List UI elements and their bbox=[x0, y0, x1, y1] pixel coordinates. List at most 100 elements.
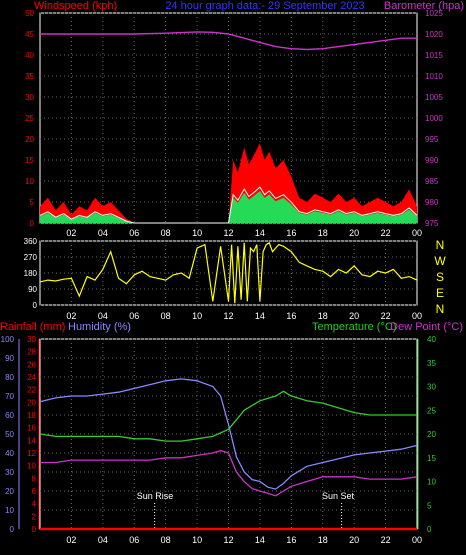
time-tick-label: 12 bbox=[223, 311, 233, 321]
chart-title: 24 hour graph data:- 29 September 2023 bbox=[165, 0, 364, 12]
rainfall-tick-label: 20 bbox=[27, 398, 36, 407]
humidity-tick-label: 40 bbox=[5, 449, 14, 458]
temperature-tick-label: 15 bbox=[427, 454, 436, 463]
temperature-tick-label: 5 bbox=[427, 501, 432, 510]
time-tick-label: 16 bbox=[286, 311, 296, 321]
time-tick-label: 08 bbox=[161, 228, 171, 238]
time-tick-label: 02 bbox=[66, 228, 76, 238]
time-tick-label: 12 bbox=[223, 228, 233, 238]
windspeed-tick-label: 20 bbox=[25, 135, 34, 144]
compass-label: N bbox=[436, 302, 445, 316]
time-tick-label: 02 bbox=[66, 311, 76, 321]
rainfall-tick-label: 30 bbox=[27, 335, 36, 344]
windspeed-tick-label: 10 bbox=[25, 177, 34, 186]
barometer-tick-label: 1025 bbox=[425, 9, 443, 18]
rainfall-tick-label: 8 bbox=[32, 474, 37, 483]
windspeed-tick-label: 30 bbox=[25, 93, 34, 102]
barometer-tick-label: 1005 bbox=[425, 93, 443, 102]
windspeed-tick-label: 45 bbox=[25, 30, 34, 39]
time-tick-label: 18 bbox=[318, 311, 328, 321]
temperature-tick-label: 30 bbox=[427, 383, 436, 392]
rainfall-tick-label: 14 bbox=[27, 436, 36, 445]
time-tick-label: 06 bbox=[129, 228, 139, 238]
windspeed-tick-label: 35 bbox=[25, 72, 34, 81]
windspeed-tick-label: 40 bbox=[25, 51, 34, 60]
barometer-tick-label: 975 bbox=[425, 219, 439, 228]
barometer-tick-label: 1015 bbox=[425, 51, 443, 60]
compass-labels: N W S E N bbox=[434, 238, 446, 316]
humidity-tick-label: 10 bbox=[5, 506, 14, 515]
time-tick-label: 04 bbox=[98, 311, 108, 321]
time-tick-label: 00 bbox=[412, 228, 422, 238]
windspeed-average-area bbox=[40, 191, 417, 223]
barometer-tick-label: 995 bbox=[425, 135, 439, 144]
windspeed-axis-title: Windspeed (kph) bbox=[34, 0, 117, 12]
barometer-line bbox=[40, 31, 417, 51]
humidity-tick-label: 20 bbox=[5, 487, 14, 496]
rainfall-tick-label: 4 bbox=[32, 500, 37, 509]
time-tick-label: 22 bbox=[381, 535, 391, 545]
time-tick-label: 22 bbox=[381, 311, 391, 321]
time-tick-label: 00 bbox=[412, 311, 422, 321]
humidity-line bbox=[39, 378, 418, 490]
time-tick-label: 22 bbox=[381, 228, 391, 238]
time-tick-label: 14 bbox=[255, 311, 265, 321]
time-tick-label: 20 bbox=[349, 535, 359, 545]
temperature-line bbox=[39, 390, 417, 442]
time-tick-label: 20 bbox=[349, 311, 359, 321]
direction-tick-label: 180 bbox=[24, 269, 38, 278]
barometer-tick-label: 985 bbox=[425, 177, 439, 186]
windspeed-tick-label: 0 bbox=[30, 219, 35, 228]
rainfall-tick-label: 2 bbox=[32, 512, 37, 521]
time-tick-label: 10 bbox=[192, 228, 202, 238]
humidity-tick-label: 30 bbox=[5, 468, 14, 477]
time-tick-label: 08 bbox=[161, 535, 171, 545]
humidity-axis-title: Humidity (%) bbox=[68, 321, 131, 333]
humidity-tick-label: 70 bbox=[5, 392, 14, 401]
compass-label: W bbox=[434, 254, 446, 268]
rainfall-tick-label: 6 bbox=[32, 487, 37, 496]
humidity-tick-label: 90 bbox=[5, 354, 14, 363]
time-tick-label: 10 bbox=[192, 535, 202, 545]
time-tick-label: 14 bbox=[255, 535, 265, 545]
rainfall-tick-label: 10 bbox=[27, 462, 36, 471]
temperature-tick-label: 10 bbox=[427, 478, 436, 487]
time-tick-label: 04 bbox=[98, 535, 108, 545]
temperature-tick-label: 20 bbox=[427, 430, 436, 439]
rainfall-tick-label: 18 bbox=[27, 411, 36, 420]
barometer-tick-label: 1020 bbox=[425, 30, 443, 39]
barometer-tick-label: 980 bbox=[425, 198, 439, 207]
time-tick-label: 16 bbox=[286, 228, 296, 238]
humidity-tick-label: 100 bbox=[1, 335, 15, 344]
humidity-tick-label: 0 bbox=[10, 525, 15, 534]
humidity-tick-label: 80 bbox=[5, 373, 14, 382]
time-tick-label: 18 bbox=[318, 535, 328, 545]
compass-label: S bbox=[436, 270, 444, 284]
compass-label: N bbox=[436, 238, 445, 252]
rainfall-axis-title: Rainfall (mm) bbox=[0, 321, 65, 333]
rainfall-tick-label: 22 bbox=[27, 386, 36, 395]
direction-tick-label: 90 bbox=[28, 285, 37, 294]
time-tick-label: 08 bbox=[161, 311, 171, 321]
humidity-tick-label: 60 bbox=[5, 411, 14, 420]
humidity-tick-label: 50 bbox=[5, 430, 14, 439]
time-tick-label: 06 bbox=[129, 311, 139, 321]
dewpoint-axis-title: Dew Point (°C) bbox=[390, 321, 463, 333]
barometer-tick-label: 1000 bbox=[425, 114, 443, 123]
wind-direction-line bbox=[39, 241, 418, 304]
temperature-tick-label: 25 bbox=[427, 406, 436, 415]
time-tick-label: 12 bbox=[223, 535, 233, 545]
rainfall-tick-label: 0 bbox=[32, 525, 37, 534]
sunset-label: Sun Set bbox=[322, 491, 355, 501]
temperature-tick-label: 40 bbox=[427, 335, 436, 344]
windspeed-tick-label: 50 bbox=[25, 9, 34, 18]
time-tick-label: 02 bbox=[66, 535, 76, 545]
rainfall-tick-label: 16 bbox=[27, 424, 36, 433]
time-tick-label: 10 bbox=[192, 311, 202, 321]
dewpoint-line bbox=[40, 449, 418, 497]
direction-tick-label: 270 bbox=[24, 253, 38, 262]
direction-tick-label: 0 bbox=[33, 301, 38, 310]
windspeed-tick-label: 5 bbox=[30, 198, 35, 207]
time-tick-label: 06 bbox=[129, 535, 139, 545]
